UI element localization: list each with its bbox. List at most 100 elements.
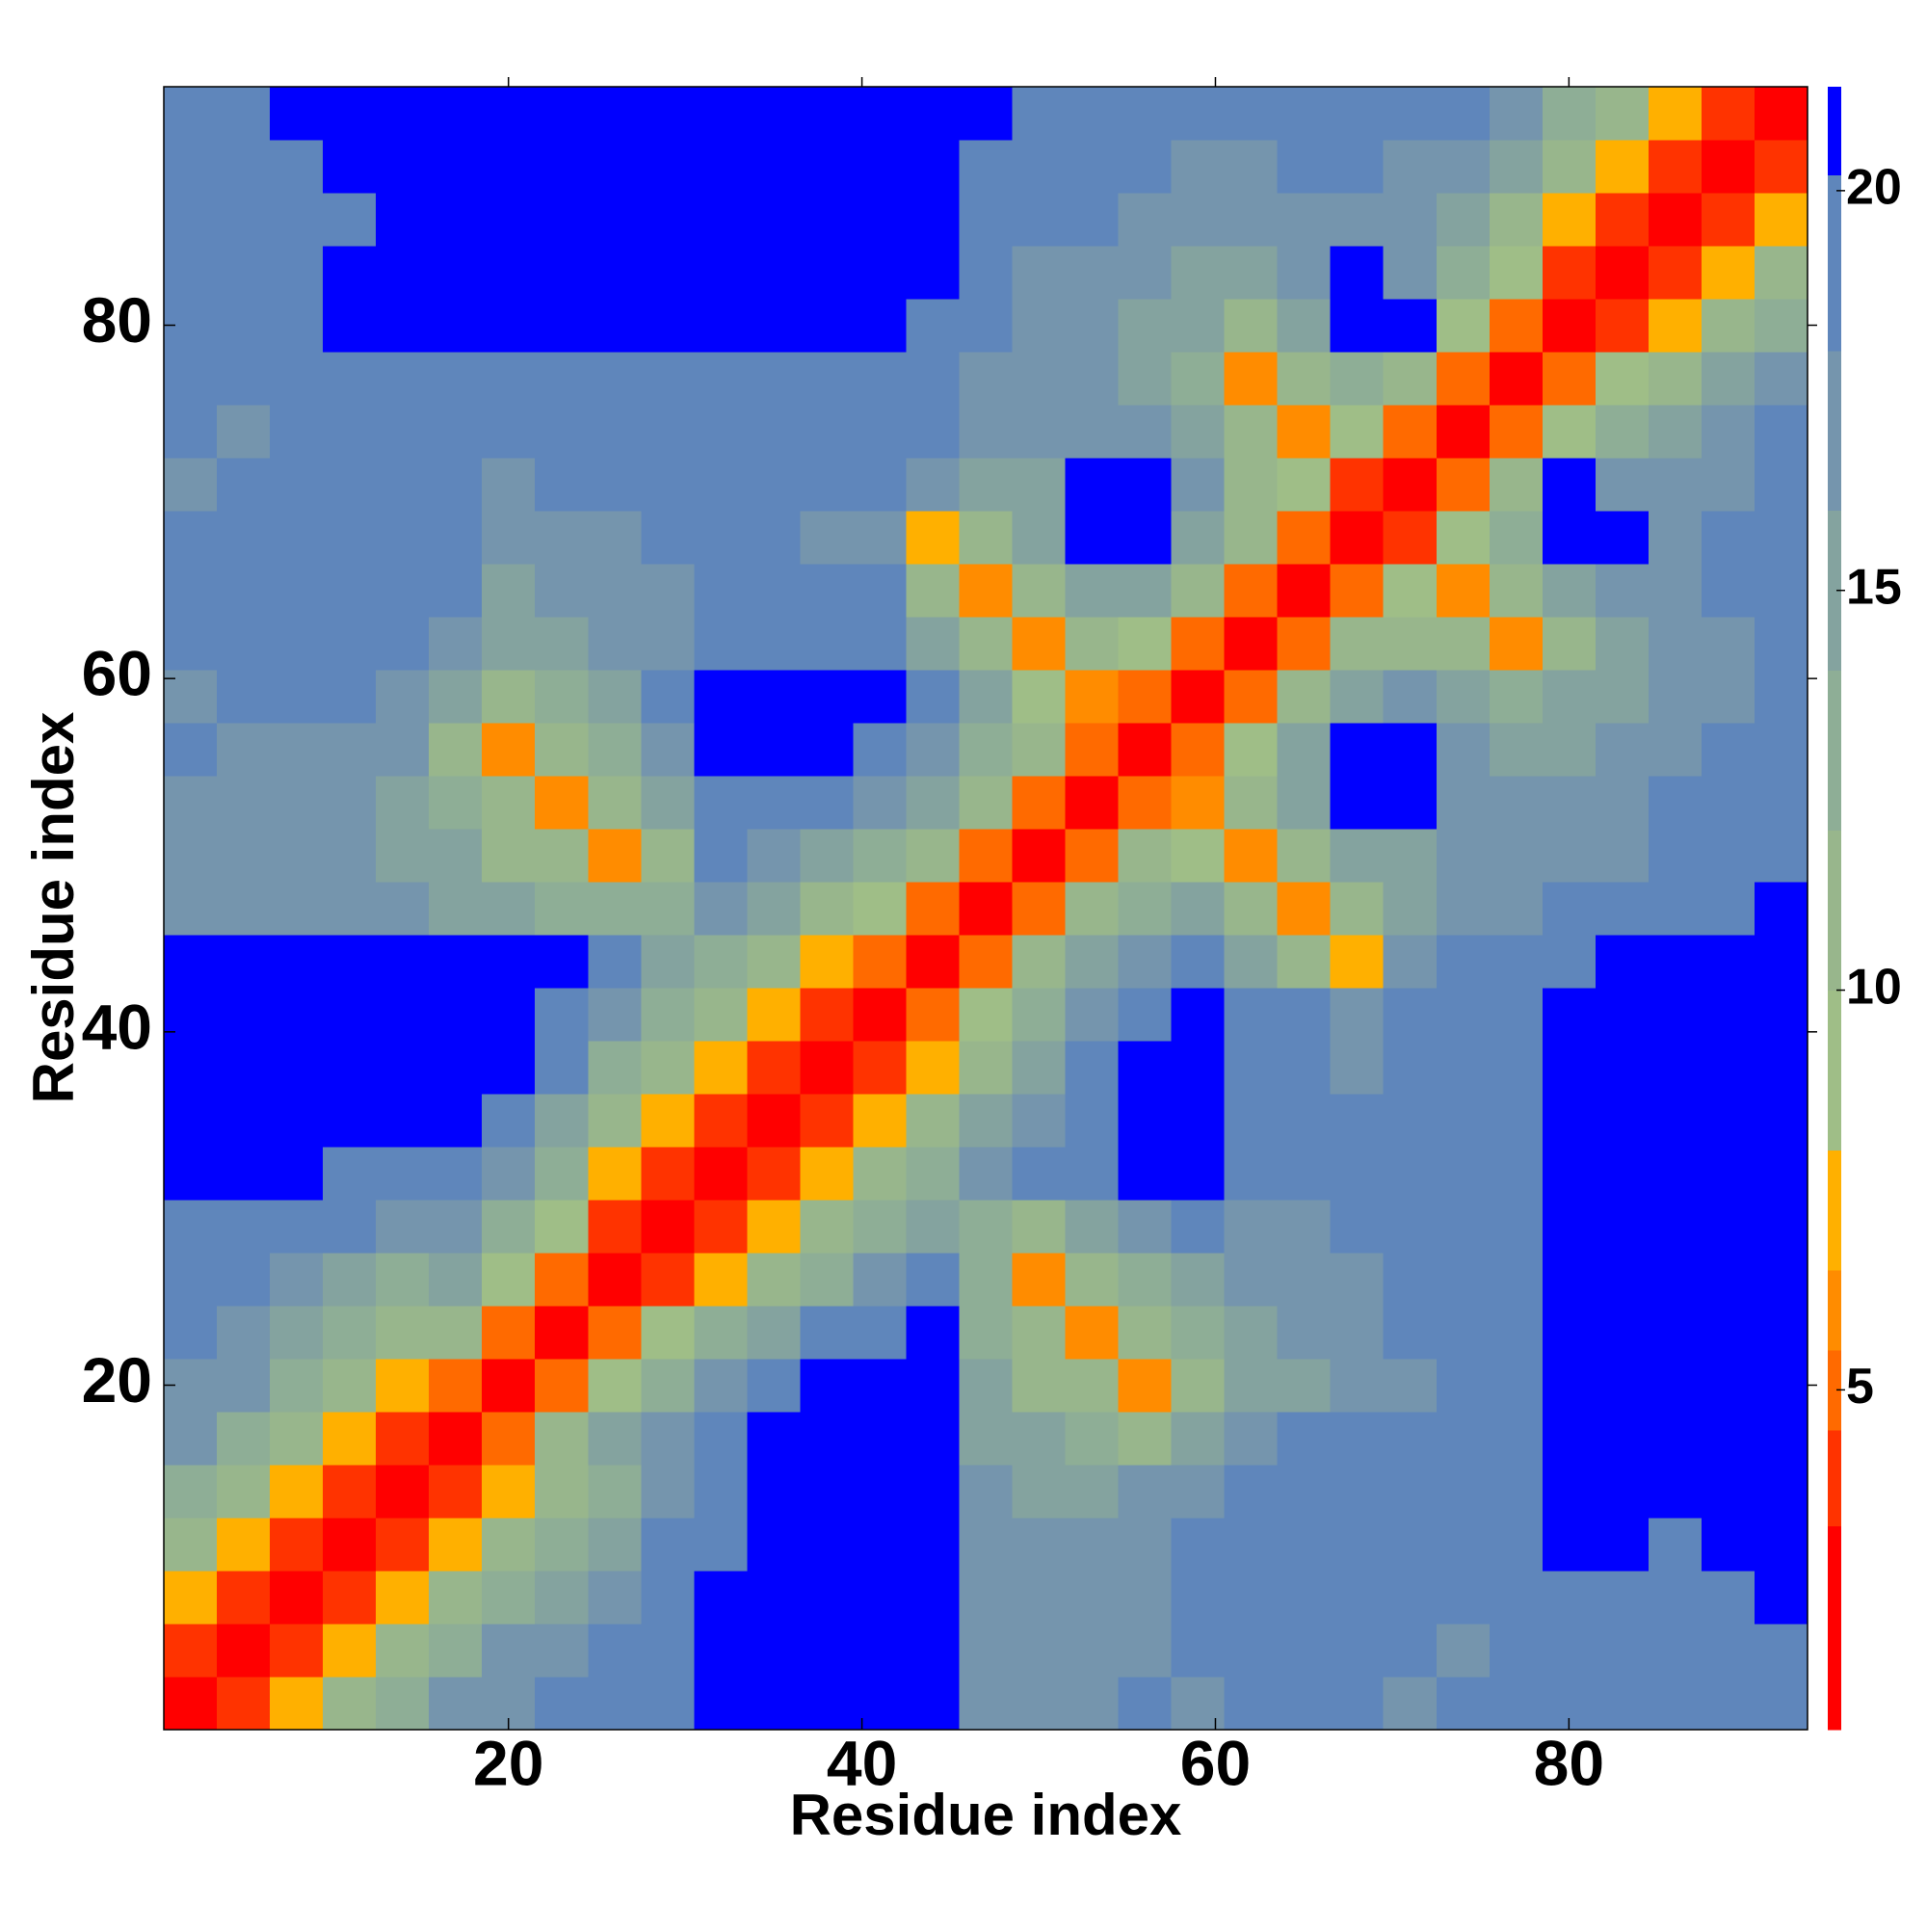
heatmap-cell	[482, 1200, 536, 1254]
heatmap-cell	[1383, 935, 1438, 989]
heatmap-cell	[482, 1041, 536, 1095]
heatmap-cell	[694, 1465, 748, 1519]
heatmap-cell	[588, 1677, 642, 1731]
heatmap-cell	[641, 87, 695, 141]
heatmap-cell	[1489, 1412, 1544, 1466]
heatmap-cell	[535, 458, 589, 512]
heatmap-cell	[1436, 723, 1491, 777]
heatmap-cell	[588, 299, 642, 353]
heatmap-cell	[906, 1571, 961, 1625]
heatmap-cell	[747, 1359, 801, 1413]
heatmap-cell	[1171, 988, 1226, 1042]
heatmap-cell	[1436, 1094, 1491, 1148]
heatmap-cell	[164, 1677, 218, 1731]
heatmap-cell	[1171, 882, 1226, 936]
heatmap-cell	[1754, 1200, 1808, 1254]
heatmap-cell	[1012, 1147, 1067, 1201]
heatmap-cell	[1436, 193, 1491, 247]
heatmap-cell	[800, 193, 855, 247]
heatmap-cell	[270, 140, 324, 194]
heatmap-cell	[429, 564, 483, 618]
heatmap-cell	[429, 87, 483, 141]
heatmap-cell	[429, 1412, 483, 1466]
heatmap-cell	[323, 193, 377, 247]
heatmap-cell	[1383, 1412, 1438, 1466]
heatmap-cell	[906, 723, 961, 777]
heatmap-cell	[1171, 405, 1226, 459]
heatmap-cell	[694, 299, 748, 353]
heatmap-cell	[1330, 405, 1385, 459]
heatmap-cell	[1277, 352, 1332, 406]
heatmap-cell	[906, 1147, 961, 1201]
heatmap-cell	[1118, 1306, 1173, 1360]
heatmap-cell	[1701, 1041, 1755, 1095]
heatmap-cell	[1754, 299, 1808, 353]
heatmap-cell	[323, 511, 377, 565]
heatmap-cell	[1012, 1412, 1067, 1466]
axes: 20 40 60 80 20 40 60 80	[82, 77, 1817, 1798]
heatmap-cell	[906, 935, 961, 989]
heatmap-cell	[1065, 246, 1120, 300]
heatmap-cell	[1489, 1094, 1544, 1148]
heatmap-cell	[800, 723, 855, 777]
heatmap-cell	[270, 352, 324, 406]
heatmap-cell	[482, 511, 536, 565]
heatmap-cell	[1595, 882, 1650, 936]
heatmap-cell	[959, 1200, 1014, 1254]
heatmap-cell	[1648, 193, 1703, 247]
heatmap-cell	[323, 458, 377, 512]
heatmap-cell	[1595, 1253, 1650, 1307]
heatmap-cell	[217, 723, 271, 777]
heatmap-cell	[906, 1041, 961, 1095]
heatmap-cell	[270, 935, 324, 989]
heatmap-cell	[270, 1041, 324, 1095]
heatmap-cell	[853, 1571, 908, 1625]
heatmap-cell	[535, 935, 589, 989]
heatmap-cell	[747, 193, 801, 247]
heatmap-cell	[1277, 1412, 1332, 1466]
heatmap-cell	[959, 352, 1014, 406]
heatmap-cell	[1383, 1147, 1438, 1201]
heatmap-cell	[1171, 458, 1226, 512]
heatmap-cell	[1436, 988, 1491, 1042]
heatmap-cell	[1436, 246, 1491, 300]
heatmap-cell	[1383, 776, 1438, 830]
heatmap-cell	[853, 511, 908, 565]
heatmap-cell	[641, 1465, 695, 1519]
heatmap-cell	[1595, 1465, 1650, 1519]
heatmap-cell	[1489, 1571, 1544, 1625]
heatmap-cell	[1277, 935, 1332, 989]
heatmap-cell	[906, 1359, 961, 1413]
heatmap-cell	[376, 670, 430, 724]
heatmap-cell	[853, 193, 908, 247]
heatmap-cell	[270, 829, 324, 883]
heatmap-cell	[1489, 299, 1544, 353]
heatmap-cell	[1330, 458, 1385, 512]
heatmap-cell	[747, 935, 801, 989]
heatmap-cell	[853, 1041, 908, 1095]
heatmap-cell	[270, 1571, 324, 1625]
heatmap-cell	[1754, 829, 1808, 883]
heatmap-cell	[1648, 1041, 1703, 1095]
heatmap-cell	[1754, 988, 1808, 1042]
heatmap-cell	[217, 1041, 271, 1095]
heatmap-cell	[694, 1094, 748, 1148]
heatmap-cell	[641, 1518, 695, 1572]
heatmap-cell	[1436, 1306, 1491, 1360]
heatmap-cell	[1648, 1624, 1703, 1678]
heatmap-cell	[959, 564, 1014, 618]
heatmap-cell	[1171, 1571, 1226, 1625]
heatmap-cell	[376, 352, 430, 406]
heatmap-cell	[323, 87, 377, 141]
heatmap-cell	[1224, 882, 1279, 936]
heatmap-cell	[1754, 1571, 1808, 1625]
heatmap-cell	[1330, 1518, 1385, 1572]
heatmap-cell	[1595, 1041, 1650, 1095]
heatmap-cell	[800, 1677, 855, 1731]
heatmap-cell	[1065, 140, 1120, 194]
heatmap-cell	[906, 1306, 961, 1360]
colorbar-segment	[1828, 1525, 1841, 1731]
heatmap-cell	[1595, 87, 1650, 141]
heatmap-cell	[1542, 1465, 1597, 1519]
heatmap-cell	[1648, 1306, 1703, 1360]
